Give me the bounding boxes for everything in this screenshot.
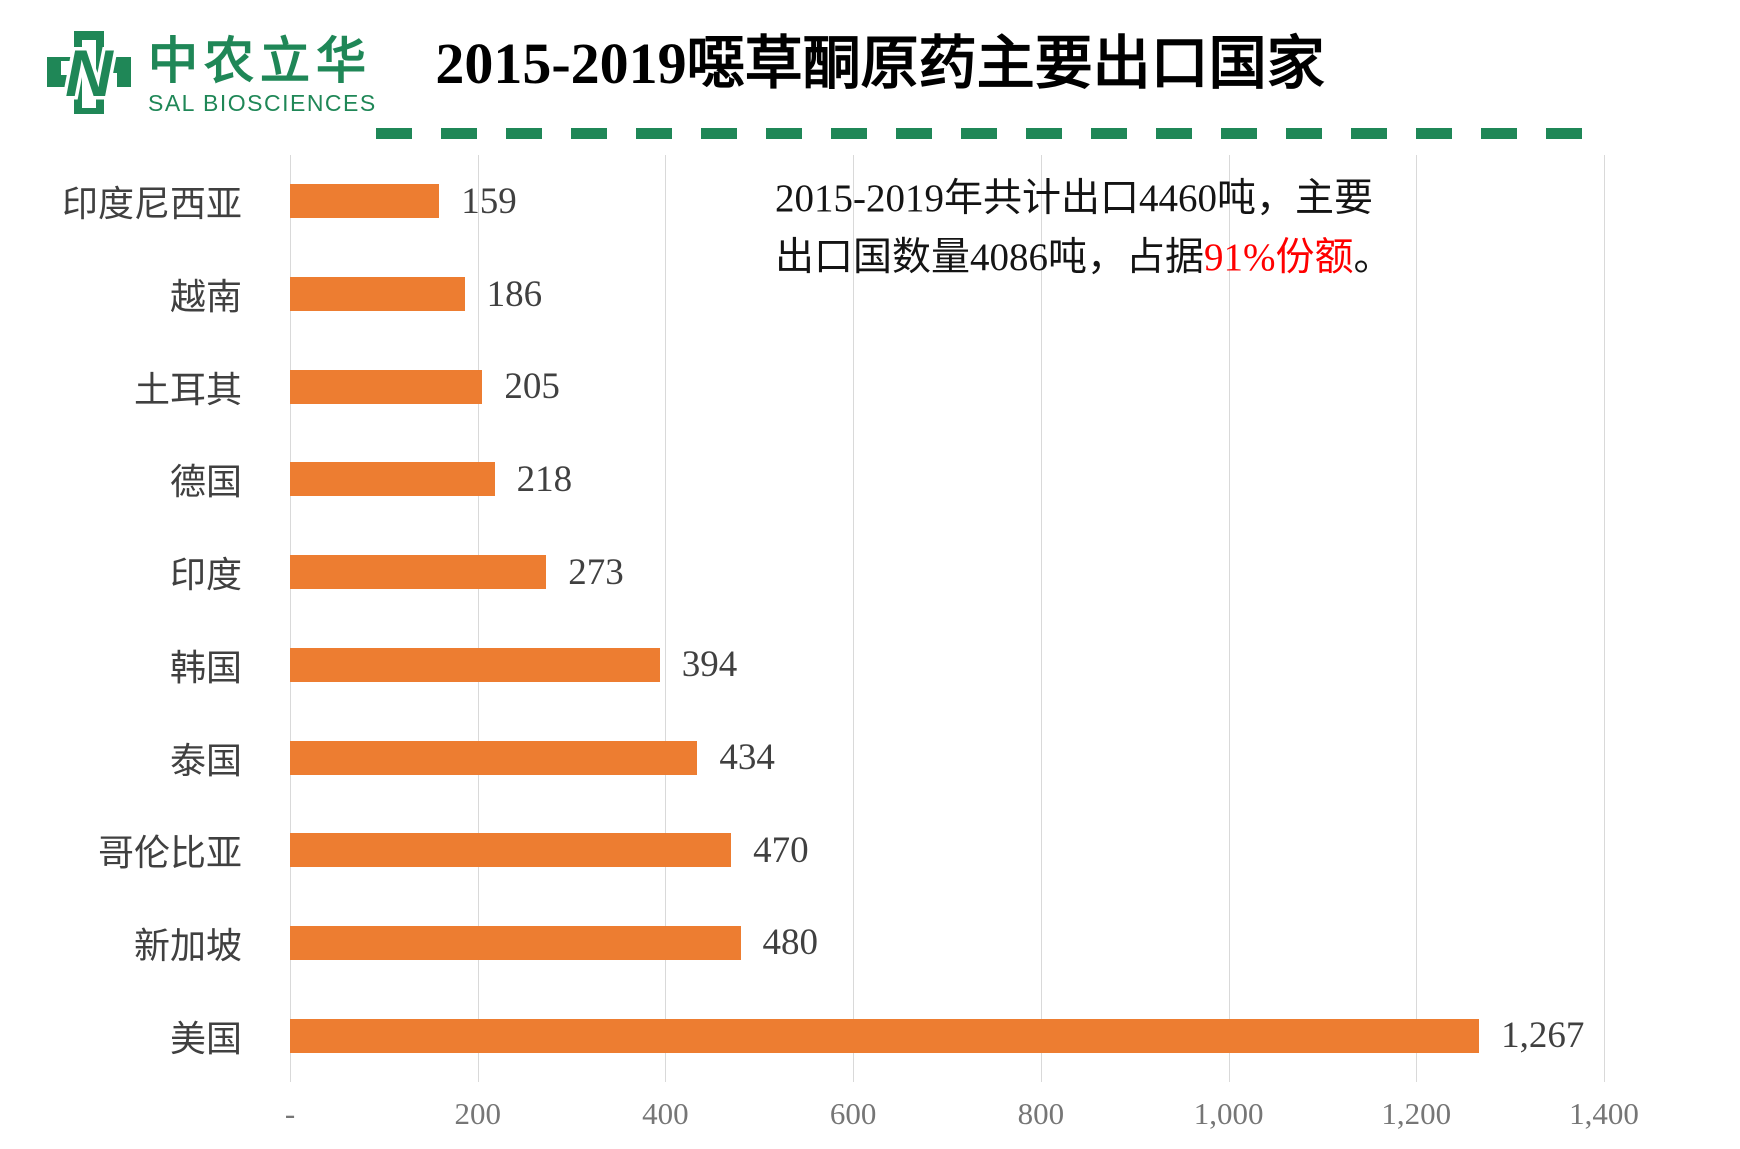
x-tick-label: 1,000	[1193, 1096, 1264, 1131]
chart-title: 2015-2019噁草酮原药主要出口国家	[435, 31, 1325, 96]
logo-company-name: 中农立华	[148, 33, 372, 89]
x-tick-label: 600	[829, 1096, 877, 1131]
bar	[290, 184, 440, 219]
bar-row: 新加坡 480	[134, 897, 1604, 990]
gridline	[290, 155, 291, 1082]
value-label: 186	[486, 273, 543, 315]
gridline	[1228, 155, 1230, 1082]
bar-row: 哥伦比亚 470	[98, 804, 1604, 897]
category-label: 越南	[169, 277, 242, 318]
value-label: 480	[762, 922, 819, 964]
bar	[290, 369, 483, 404]
company-logo: N 中农立华 SAL BIOSCIENCES	[42, 28, 377, 120]
category-label: 土耳其	[133, 369, 242, 410]
category-label: 德国	[169, 462, 242, 503]
annotation-post: 。	[1353, 235, 1393, 279]
annotation-pre: 2015-2019年共计出口4460吨，主要 出口国数量4086吨，占据	[775, 177, 1373, 279]
bar-row: 土耳其 205	[134, 340, 1604, 433]
gridline	[477, 155, 479, 1082]
gridline	[853, 155, 855, 1082]
value-label: 218	[516, 458, 573, 500]
logo-company-subtitle: SAL BIOSCIENCES	[148, 90, 377, 116]
plot-area: 印度尼西亚 159 越南 186 土耳其 205 德国 218 印度 273 韩国 394 泰国 434 哥…	[62, 155, 1639, 1131]
gridlines	[290, 155, 1605, 1082]
bar	[290, 925, 741, 960]
category-label: 新加坡	[133, 925, 242, 966]
x-tick-label: 1,400	[1569, 1096, 1639, 1131]
category-label: 印度尼西亚	[61, 184, 242, 225]
bar	[290, 740, 698, 775]
bar-row: 韩国 394	[170, 619, 1604, 712]
cross-n-logo-icon: N	[47, 31, 131, 114]
category-label: 泰国	[169, 740, 242, 781]
bar	[290, 833, 732, 868]
gridline	[1604, 155, 1605, 1082]
gridline	[1040, 155, 1042, 1082]
bar	[290, 1018, 1480, 1053]
value-label: 205	[504, 366, 560, 408]
bar-row: 德国 218	[170, 433, 1604, 526]
value-label: 434	[719, 737, 775, 779]
value-label: 394	[681, 644, 738, 686]
x-tick-label: 400	[642, 1096, 689, 1131]
bar	[290, 462, 495, 497]
title-underline-dashes	[376, 128, 1589, 139]
bar	[290, 555, 547, 590]
gridline	[665, 155, 667, 1082]
x-tick-label: 200	[454, 1096, 501, 1131]
value-label: 1,267	[1501, 1015, 1585, 1057]
bar-rows: 印度尼西亚 159 越南 186 土耳其 205 德国 218 印度 273 韩国 394 泰国 434 哥…	[62, 155, 1604, 1082]
gridline	[1416, 155, 1418, 1082]
annotation-text: 2015-2019年共计出口4460吨，主要 出口国数量4086吨，占据91%份…	[775, 170, 1475, 287]
bar-row: 印度尼西亚 159	[62, 155, 1604, 248]
bar-row: 印度 273	[170, 526, 1604, 619]
annotation-highlight: 91%份额	[1204, 235, 1354, 279]
bar-row: 越南 186	[170, 248, 1604, 341]
x-tick-label: 1,200	[1381, 1096, 1452, 1131]
category-label: 美国	[169, 1018, 242, 1059]
category-label: 印度	[169, 555, 242, 596]
bar-row: 泰国 434	[170, 711, 1604, 804]
bar	[290, 647, 660, 682]
bar	[290, 277, 465, 312]
value-label: 273	[568, 551, 624, 593]
svg-text:N: N	[65, 36, 114, 110]
x-tick-label: -	[284, 1096, 296, 1131]
value-label: 159	[461, 180, 517, 222]
x-tick-label: 800	[1017, 1096, 1065, 1131]
value-label: 470	[753, 829, 809, 871]
category-label: 哥伦比亚	[97, 833, 242, 874]
bar-row: 美国 1,267	[170, 989, 1604, 1082]
x-axis-ticks: - 200 400 600 800 1,000 1,200 1,400	[285, 1096, 1639, 1136]
category-label: 韩国	[169, 647, 242, 688]
